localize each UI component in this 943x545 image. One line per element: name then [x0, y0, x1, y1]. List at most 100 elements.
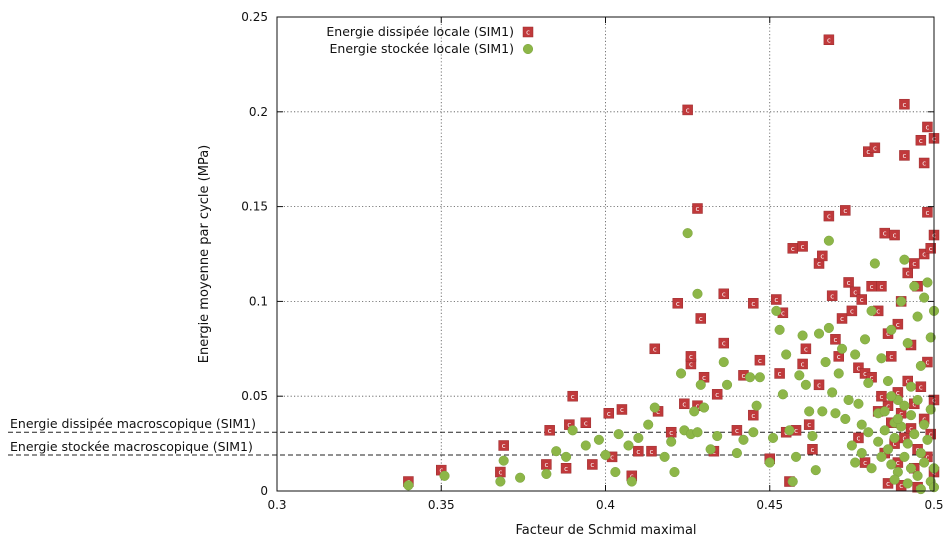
- data-point-stockee: [869, 258, 880, 269]
- svg-text:c: c: [837, 353, 841, 361]
- svg-text:c: c: [811, 446, 815, 454]
- data-point-dissipee: c: [580, 417, 592, 428]
- svg-text:c: c: [929, 245, 933, 253]
- data-point-dissipee: c: [679, 398, 690, 410]
- data-point-stockee: [846, 440, 857, 451]
- data-point-dissipee: c: [682, 104, 693, 116]
- data-point-stockee: [873, 436, 884, 447]
- svg-text:c: c: [751, 412, 755, 420]
- svg-text:c: c: [817, 260, 821, 268]
- data-point-stockee: [833, 368, 844, 379]
- svg-text:c: c: [801, 243, 805, 251]
- data-point-stockee: [863, 427, 874, 438]
- svg-text:c: c: [899, 482, 903, 490]
- data-point-stockee: [905, 381, 917, 392]
- reference-lines: Energie dissipée macroscopique (SIM1) Ene…: [8, 416, 934, 456]
- data-point-dissipee: c: [685, 351, 697, 362]
- data-point-stockee: [853, 398, 864, 409]
- svg-text:c: c: [896, 389, 900, 397]
- data-point-stockee: [561, 451, 572, 462]
- svg-text:c: c: [650, 448, 654, 456]
- data-point-dissipee: c: [695, 313, 707, 324]
- data-point-dissipee: c: [797, 241, 808, 252]
- y-axis-label: Energie moyenne par cycle (MPa): [197, 145, 212, 364]
- data-point-dissipee: c: [567, 390, 578, 402]
- axes: 0.3 0.35 0.4 0.45 0.5 0 0.05 0.1 0.15 0.2 0.25: [241, 10, 943, 512]
- data-point-stockee: [912, 394, 923, 406]
- svg-text:c: c: [909, 425, 913, 433]
- data-point-stockee: [909, 281, 920, 292]
- svg-text:c: c: [722, 340, 726, 348]
- svg-text:c: c: [857, 435, 861, 443]
- data-point-stockee: [882, 375, 894, 387]
- data-point-stockee: [886, 391, 897, 402]
- data-point-dissipee: c: [899, 150, 910, 161]
- svg-text:c: c: [926, 209, 930, 217]
- svg-text:c: c: [656, 408, 660, 416]
- data-point-stockee: [856, 419, 867, 430]
- svg-text:c: c: [567, 421, 571, 429]
- svg-text:c: c: [896, 321, 900, 329]
- svg-text:c: c: [630, 472, 634, 480]
- svg-text:c: c: [742, 372, 746, 380]
- svg-text:c: c: [696, 205, 700, 213]
- data-point-stockee: [899, 254, 910, 265]
- svg-text:c: c: [827, 36, 831, 44]
- svg-text:c: c: [544, 461, 548, 469]
- plot-frame: [276, 16, 935, 492]
- x-tick-label: 0.45: [756, 498, 783, 512]
- svg-text:c: c: [817, 381, 821, 389]
- data-point-dissipee: c: [649, 343, 661, 355]
- svg-text:c: c: [620, 406, 624, 414]
- data-point-stockee: [784, 425, 795, 436]
- data-point-stockee: [902, 338, 913, 349]
- svg-text:c: c: [702, 374, 706, 382]
- data-point-stockee: [731, 448, 742, 459]
- data-point-stockee: [866, 463, 877, 474]
- data-point-dissipee: c: [495, 466, 506, 478]
- data-point-stockee: [886, 459, 897, 470]
- data-point-dissipee: c: [718, 337, 730, 349]
- svg-text:c: c: [880, 393, 884, 401]
- data-point-stockee: [840, 413, 851, 425]
- data-point-stockee: [705, 444, 716, 455]
- svg-text:c: c: [686, 107, 690, 115]
- data-point-stockee: [764, 457, 775, 468]
- data-point-stockee: [902, 438, 913, 449]
- data-point-stockee: [600, 449, 611, 461]
- svg-text:c: c: [896, 459, 900, 467]
- svg-text:c: c: [889, 353, 893, 361]
- x-tick-label: 0.3: [267, 498, 286, 512]
- data-point-stockee: [689, 406, 700, 417]
- data-point-stockee: [781, 349, 792, 360]
- data-point-stockee: [863, 377, 874, 388]
- svg-text:c: c: [801, 361, 805, 369]
- data-point-stockee: [669, 466, 680, 478]
- data-point-stockee: [886, 324, 897, 335]
- svg-text:c: c: [689, 361, 693, 369]
- data-point-stockee: [925, 332, 936, 343]
- data-point-dissipee: c: [646, 445, 657, 457]
- data-point-stockee: [804, 406, 815, 417]
- data-point-dissipee: c: [800, 343, 812, 355]
- data-point-dissipee: c: [817, 250, 828, 262]
- svg-text:c: c: [699, 315, 703, 323]
- data-point-dissipee: c: [823, 34, 835, 46]
- data-point-stockee: [721, 379, 733, 390]
- y-tick-label: 0.2: [249, 105, 268, 119]
- legend-marker-dissipee: c: [522, 26, 534, 38]
- data-point-dissipee: c: [797, 358, 808, 370]
- reference-line-label: Energie stockée macroscopique (SIM1): [10, 439, 253, 454]
- data-point-stockee: [866, 305, 877, 316]
- data-point-stockee: [403, 480, 414, 491]
- svg-text:c: c: [778, 370, 782, 378]
- svg-text:c: c: [564, 465, 568, 473]
- data-point-dissipee: c: [902, 267, 913, 279]
- svg-text:c: c: [880, 283, 884, 291]
- svg-text:c: c: [866, 148, 870, 156]
- data-point-dissipee: c: [718, 288, 730, 300]
- svg-text:c: c: [883, 230, 887, 238]
- data-point-stockee: [495, 476, 506, 487]
- data-point-stockee: [810, 465, 821, 476]
- svg-text:c: c: [794, 427, 798, 435]
